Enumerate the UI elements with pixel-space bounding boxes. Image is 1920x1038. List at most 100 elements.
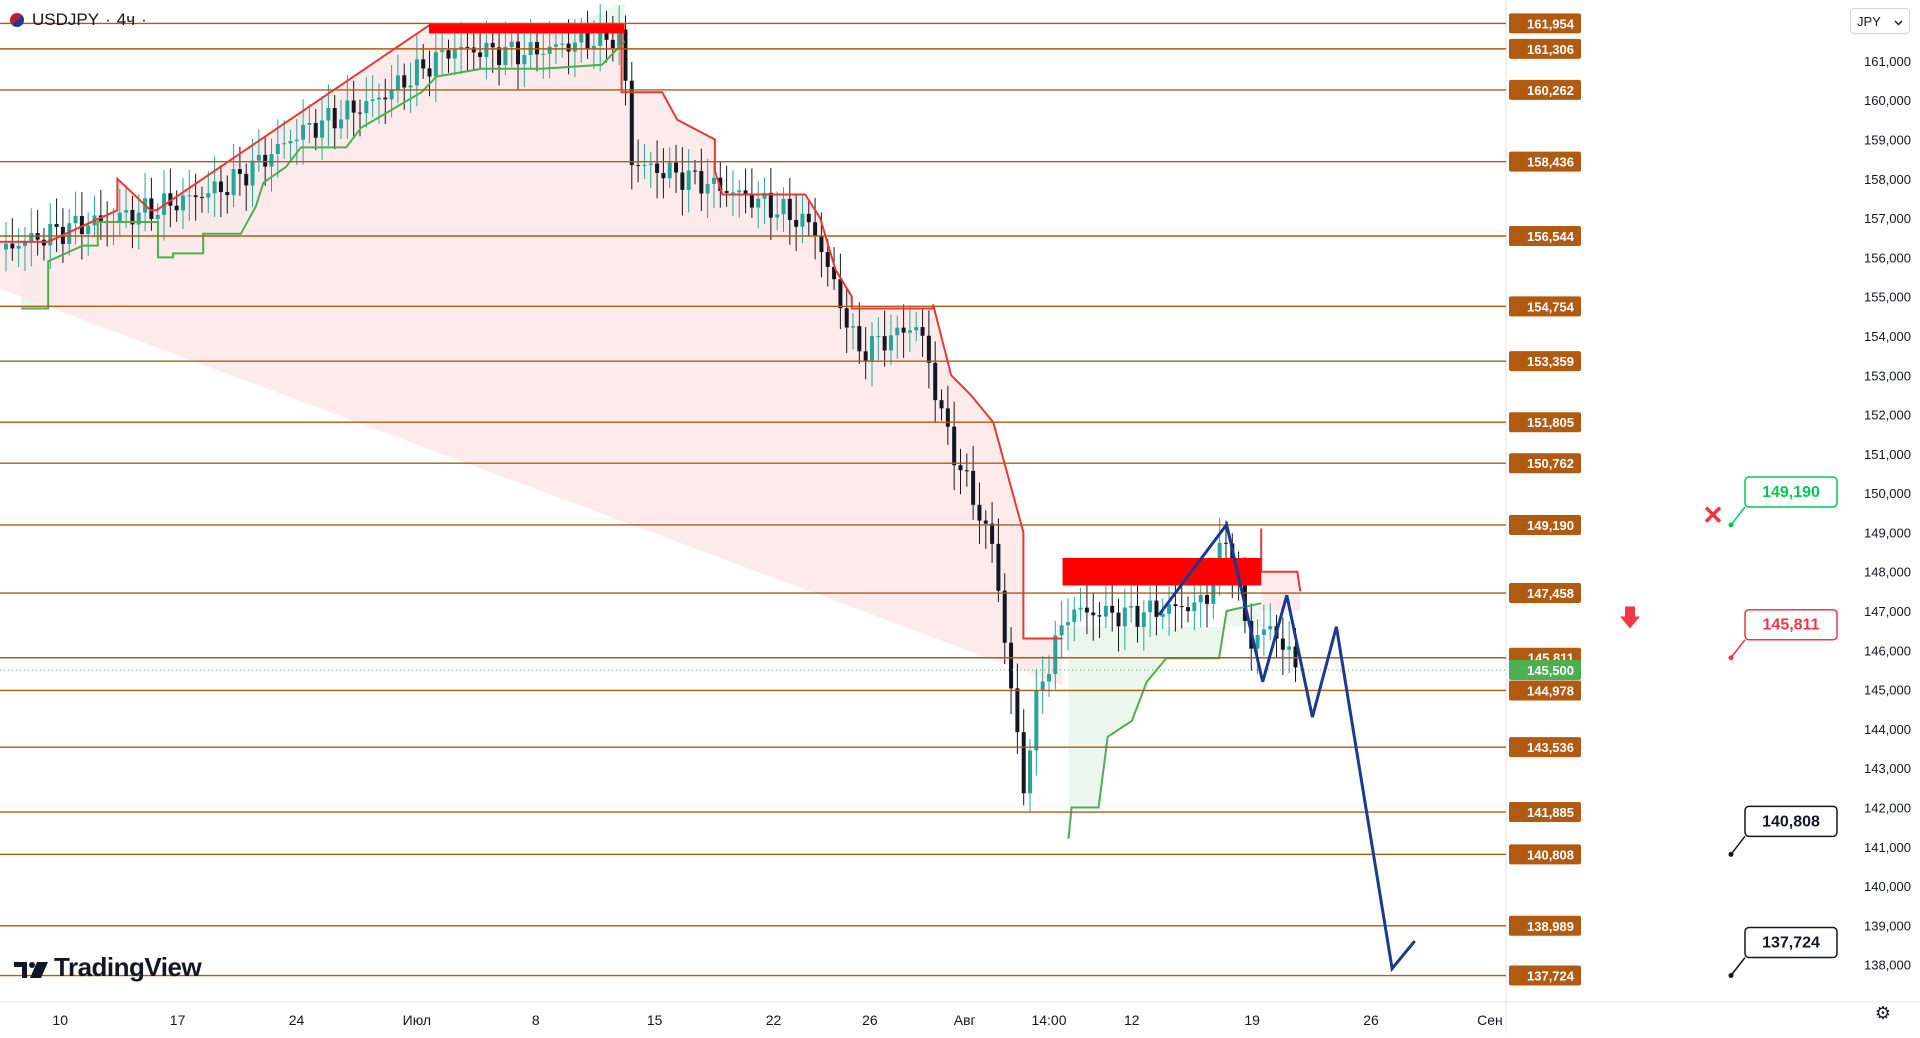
candle-body xyxy=(522,55,527,65)
candle-body xyxy=(661,172,666,179)
candle-body xyxy=(168,193,173,206)
callout-leader xyxy=(1730,506,1746,526)
level-label-2: 161,306 xyxy=(1509,38,1581,59)
currency-button[interactable]: JPY xyxy=(1850,8,1910,34)
candle-body xyxy=(749,193,754,208)
candle-body xyxy=(901,327,906,333)
candle-body xyxy=(1129,605,1134,608)
candle-body xyxy=(1148,600,1153,613)
candle-body xyxy=(914,327,919,331)
candle-body xyxy=(730,192,735,194)
candle-body xyxy=(155,214,160,219)
candle-body xyxy=(579,30,584,43)
candle-body xyxy=(446,50,451,59)
candle-body xyxy=(964,470,969,472)
candle-body xyxy=(983,520,988,524)
tradingview-logo-icon xyxy=(14,957,48,979)
candle-body xyxy=(370,99,375,102)
candle-body xyxy=(686,170,691,190)
candle-body xyxy=(648,163,653,165)
y-tick-label: 147,000 xyxy=(1864,604,1911,619)
candle-body xyxy=(806,213,811,223)
callout-box xyxy=(1744,805,1838,838)
candle-body xyxy=(705,183,710,194)
level-label-bg xyxy=(1509,514,1581,535)
x-tick-label: 22 xyxy=(766,1012,782,1028)
candle-body xyxy=(174,205,179,211)
candle-body xyxy=(1141,612,1146,627)
candle-body xyxy=(1002,590,1007,643)
callout-box xyxy=(1744,926,1838,959)
level-label-bg xyxy=(1509,412,1581,433)
candle-body xyxy=(775,214,780,218)
stop-line-down xyxy=(0,24,1063,640)
level-label-8: 151,805 xyxy=(1509,412,1581,433)
level-label-15: 141,885 xyxy=(1509,802,1581,823)
candle-body xyxy=(465,46,470,48)
y-tick-label: 161,000 xyxy=(1864,54,1911,69)
gear-icon[interactable]: ⚙ xyxy=(1874,1003,1892,1023)
candle-body xyxy=(838,279,843,309)
candle-body xyxy=(895,327,900,336)
candle-body xyxy=(1160,613,1165,617)
level-label-18: 137,724 xyxy=(1509,965,1581,986)
candle-body xyxy=(711,177,716,184)
candle-body xyxy=(218,181,223,193)
candle-body xyxy=(269,154,274,167)
level-label-text: 151,805 xyxy=(1527,415,1574,430)
current-price-bg xyxy=(1509,659,1581,680)
header-separator: · xyxy=(105,10,111,29)
x-tick-label: 24 xyxy=(289,1012,305,1028)
callout-box xyxy=(1744,608,1838,641)
candle-body xyxy=(851,326,856,328)
candle-body xyxy=(206,193,211,198)
x-tick-label: Сен xyxy=(1477,1012,1503,1028)
candle-body xyxy=(743,190,748,194)
candle-body xyxy=(591,45,596,49)
level-label-text: 147,458 xyxy=(1527,586,1574,601)
level-label-text: 158,436 xyxy=(1527,155,1574,170)
candle-body xyxy=(1097,615,1102,617)
tradingview-logo[interactable]: TradingView xyxy=(14,952,202,983)
candle-body xyxy=(768,192,773,218)
x-tick-label: 26 xyxy=(862,1012,878,1028)
level-label-bg xyxy=(1509,453,1581,474)
symbol-label[interactable]: USDJPY xyxy=(32,10,100,29)
candle-body xyxy=(1116,612,1121,627)
resistance-zone-2 xyxy=(1062,557,1262,586)
candle-body xyxy=(263,154,268,167)
candle-body xyxy=(699,171,704,194)
candle-body xyxy=(844,308,849,328)
candle-body xyxy=(1287,646,1292,650)
interval-label[interactable]: 4ч xyxy=(116,10,136,29)
candle-body xyxy=(130,209,135,225)
candle-body xyxy=(433,52,438,77)
x-tick-label: 8 xyxy=(532,1012,540,1028)
stop-up-fill-2 xyxy=(1068,603,1262,839)
y-tick-label: 142,000 xyxy=(1864,800,1911,815)
candle-body xyxy=(756,198,761,208)
candle-body xyxy=(952,426,957,466)
level-label-13: 144,978 xyxy=(1509,680,1581,701)
candle-body xyxy=(977,504,982,521)
candle-body xyxy=(1034,689,1039,751)
y-tick-label: 157,000 xyxy=(1864,211,1911,226)
level-label-6: 154,754 xyxy=(1509,296,1581,317)
candle-body xyxy=(1205,595,1210,604)
level-label-text: 149,190 xyxy=(1527,518,1574,533)
y-tick-label: 158,000 xyxy=(1864,172,1911,187)
candle-body xyxy=(490,42,495,48)
candle-body xyxy=(1040,681,1045,690)
logo-text: TradingView xyxy=(54,952,202,982)
callout-label: 149,190 xyxy=(1762,484,1820,501)
candle-body xyxy=(1173,604,1178,607)
candle-body xyxy=(1084,607,1089,613)
x-tick-label: 15 xyxy=(647,1012,663,1028)
candle-body xyxy=(1198,595,1203,603)
level-label-text: 156,544 xyxy=(1527,229,1575,244)
candle-body xyxy=(869,336,874,362)
candle-body xyxy=(244,173,249,186)
level-label-text: 161,954 xyxy=(1527,16,1575,31)
